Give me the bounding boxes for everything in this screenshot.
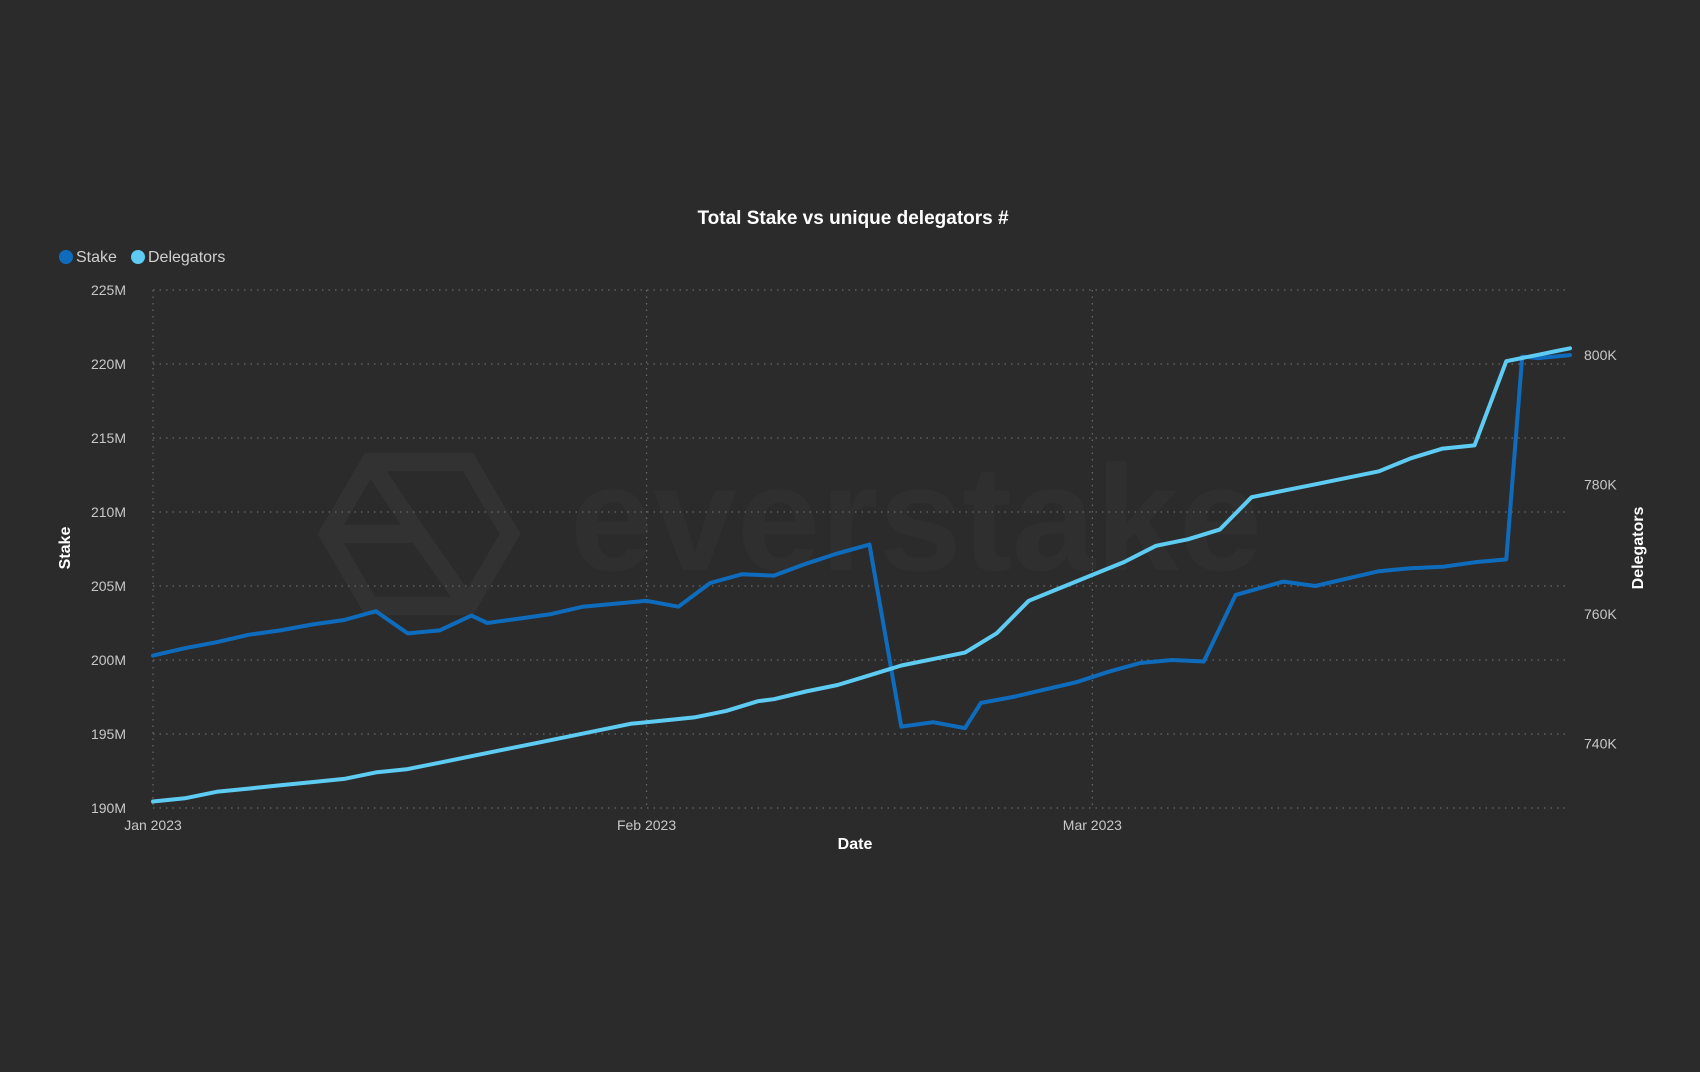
y-left-tick-label: 220M bbox=[91, 356, 126, 372]
watermark-text: everstake bbox=[570, 434, 1262, 602]
series-line-delegators bbox=[151, 346, 1572, 804]
y-right-tick-labels: 740K 760K 780K 800K bbox=[1584, 347, 1617, 752]
legend-label-delegators: Delegators bbox=[148, 249, 225, 266]
y-left-tick-label: 195M bbox=[91, 726, 126, 742]
x-axis-label: Date bbox=[838, 836, 873, 853]
x-tick-label: Feb 2023 bbox=[617, 817, 676, 833]
chart-title: Total Stake vs unique delegators # bbox=[697, 208, 1009, 229]
y-left-tick-label: 200M bbox=[91, 652, 126, 668]
series-line-stake bbox=[151, 353, 1572, 731]
legend-marker-stake bbox=[59, 250, 73, 264]
x-tick-label: Jan 2023 bbox=[124, 817, 182, 833]
legend-label-stake: Stake bbox=[76, 249, 117, 266]
y-left-tick-label: 210M bbox=[91, 504, 126, 520]
everstake-watermark: everstake bbox=[317, 434, 1262, 615]
legend: Stake Delegators bbox=[59, 249, 225, 266]
y-right-tick-label: 760K bbox=[1584, 606, 1617, 622]
y-left-tick-label: 215M bbox=[91, 430, 126, 446]
y-left-tick-labels: 190M 195M 200M 205M 210M 215M 220M 225M bbox=[91, 282, 126, 816]
y-left-axis-label: Stake bbox=[57, 527, 74, 570]
series-layer bbox=[151, 346, 1572, 804]
y-right-axis-label: Delegators bbox=[1630, 507, 1647, 590]
y-left-tick-label: 205M bbox=[91, 578, 126, 594]
x-tick-labels: Jan 2023 Feb 2023 Mar 2023 bbox=[124, 817, 1122, 833]
y-right-tick-label: 800K bbox=[1584, 347, 1617, 363]
y-right-tick-label: 740K bbox=[1584, 735, 1617, 751]
y-left-tick-label: 190M bbox=[91, 800, 126, 816]
legend-marker-delegators bbox=[131, 250, 145, 264]
horizontal-gridlines bbox=[153, 289, 1570, 809]
y-left-tick-label: 225M bbox=[91, 282, 126, 298]
y-right-tick-label: 780K bbox=[1584, 476, 1617, 492]
x-tick-label: Mar 2023 bbox=[1063, 817, 1122, 833]
everstake-logo-icon bbox=[317, 453, 521, 615]
